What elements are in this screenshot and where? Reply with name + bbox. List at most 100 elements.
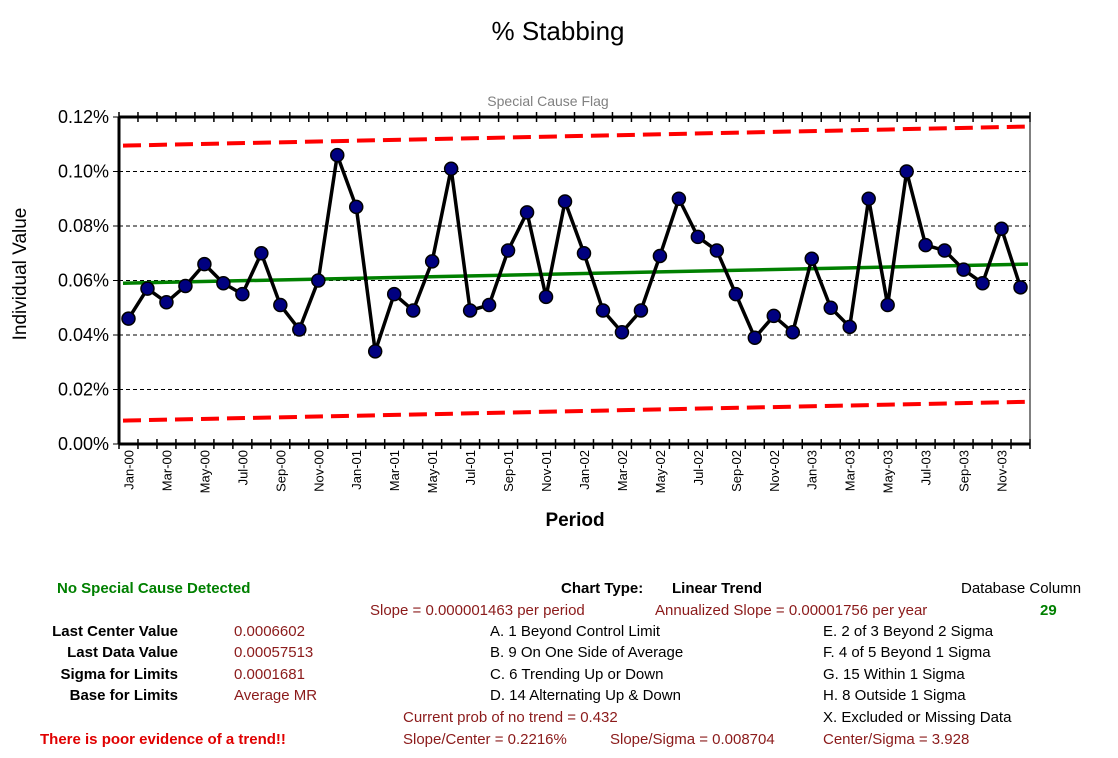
stat-value: Average MR (234, 687, 318, 704)
rule-item: H. 8 Outside 1 Sigma (823, 687, 966, 704)
y-axis-label: Individual Value (10, 208, 31, 341)
data-point (956, 262, 971, 277)
y-tick-label: 0.10% (58, 162, 109, 182)
data-point (557, 194, 573, 209)
x-tick-label: Nov-00 (311, 450, 326, 492)
data-point (216, 275, 231, 291)
data-point (519, 205, 535, 220)
y-tick-label: 0.08% (58, 216, 109, 236)
x-tick-label: Jul-03 (919, 450, 934, 485)
x-tick-label: Mar-03 (843, 450, 858, 491)
data-point (311, 273, 326, 288)
data-point (690, 229, 706, 245)
x-tick-label: Jan-03 (805, 450, 820, 490)
data-point (633, 303, 649, 318)
rule-item: C. 6 Trending Up or Down (490, 666, 664, 683)
data-point (481, 297, 497, 313)
stat-label: Last Data Value (67, 644, 178, 661)
x-tick-label: Nov-01 (539, 450, 554, 492)
y-tick-label: 0.12% (58, 107, 109, 127)
stat-value: 0.00057513 (234, 644, 314, 661)
data-line (127, 153, 1023, 354)
x-tick-label: Sep-03 (957, 450, 972, 492)
chart-title: % Stabbing (492, 16, 625, 46)
y-tick-label: 0.00% (58, 434, 109, 454)
db-column-label: Database Column (961, 580, 1082, 597)
center-sigma: Center/Sigma = 3.928 (823, 731, 970, 748)
x-tick-label: Sep-01 (501, 450, 516, 492)
y-tick-label: 0.04% (58, 325, 109, 345)
center-line (122, 262, 1029, 285)
x-tick-label: Mar-01 (387, 450, 402, 491)
data-point (728, 286, 744, 302)
data-point (443, 161, 459, 177)
data-point (994, 221, 1009, 236)
stat-label: Last Center Value (52, 623, 178, 640)
x-tick-label: Nov-03 (995, 450, 1010, 492)
data-point (538, 289, 554, 305)
data-point (747, 330, 763, 345)
data-point (1013, 280, 1028, 295)
data-point (386, 286, 402, 302)
stat-label: Sigma for Limits (60, 666, 178, 683)
rule-item: D. 14 Alternating Up & Down (490, 687, 681, 704)
data-point (235, 286, 250, 302)
control-chart: % Stabbing Special Cause Flag Individual… (10, 16, 1031, 531)
x-tick-label: May-00 (197, 450, 212, 493)
data-point (140, 281, 155, 296)
y-tick-label: 0.06% (58, 271, 109, 291)
data-point (861, 191, 876, 206)
x-tick-label: May-03 (881, 450, 896, 493)
x-tick-label: May-01 (425, 450, 440, 493)
x-tick-label: Jan-01 (349, 450, 364, 490)
x-tick-label: May-02 (653, 450, 668, 493)
x-tick-label: Jan-00 (121, 450, 136, 490)
data-point (823, 300, 838, 315)
data-point (576, 246, 592, 261)
db-column-value: 29 (1040, 602, 1057, 619)
data-point (671, 191, 687, 206)
x-tick-label: Nov-02 (767, 450, 782, 492)
data-point (292, 322, 307, 337)
slope-sigma: Slope/Sigma = 0.008704 (610, 731, 775, 748)
data-point (178, 278, 193, 294)
data-point (652, 248, 668, 264)
upper-control-limit (122, 124, 1029, 148)
data-point (462, 303, 478, 318)
data-point (405, 303, 421, 318)
x-tick-label: Mar-02 (615, 450, 630, 491)
data-point (842, 319, 857, 335)
data-point (918, 237, 933, 253)
prob-no-trend: Current prob of no trend = 0.432 (403, 709, 618, 726)
data-point (367, 344, 383, 359)
data-point (121, 311, 136, 326)
x-tick-label: Jul-00 (235, 450, 250, 485)
data-point (348, 199, 364, 215)
x-tick-label: Jul-01 (463, 450, 478, 485)
data-point (804, 251, 819, 266)
data-point (595, 303, 611, 318)
data-point (899, 164, 914, 179)
slope-text: Slope = 0.000001463 per period (370, 602, 585, 619)
data-point (330, 147, 345, 163)
annualized-slope-text: Annualized Slope = 0.00001756 per year (655, 602, 928, 619)
rule-item: X. Excluded or Missing Data (823, 709, 1012, 726)
x-tick-label: Sep-02 (729, 450, 744, 492)
trend-warning: There is poor evidence of a trend!! (40, 731, 286, 748)
plot-area: 0.00% 0.02% 0.04% 0.06% 0.08% 0.10% 0.12% Jan-0… (58, 107, 1031, 493)
data-point (273, 297, 288, 313)
rule-item: F. 4 of 5 Beyond 1 Sigma (823, 644, 991, 661)
data-point (614, 325, 630, 340)
data-point (766, 308, 782, 324)
x-tick-label: Jan-02 (577, 450, 592, 490)
data-point (880, 297, 895, 313)
data-point (937, 243, 952, 258)
chart-type-label: Chart Type: (561, 580, 644, 597)
lower-control-limit (122, 399, 1029, 423)
rule-item: A. 1 Beyond Control Limit (490, 623, 661, 640)
data-point (975, 275, 990, 291)
rule-item: E. 2 of 3 Beyond 2 Sigma (823, 623, 994, 640)
status-text: No Special Cause Detected (57, 580, 251, 597)
chart-subtitle: Special Cause Flag (487, 93, 608, 109)
slope-center: Slope/Center = 0.2216% (403, 731, 567, 748)
